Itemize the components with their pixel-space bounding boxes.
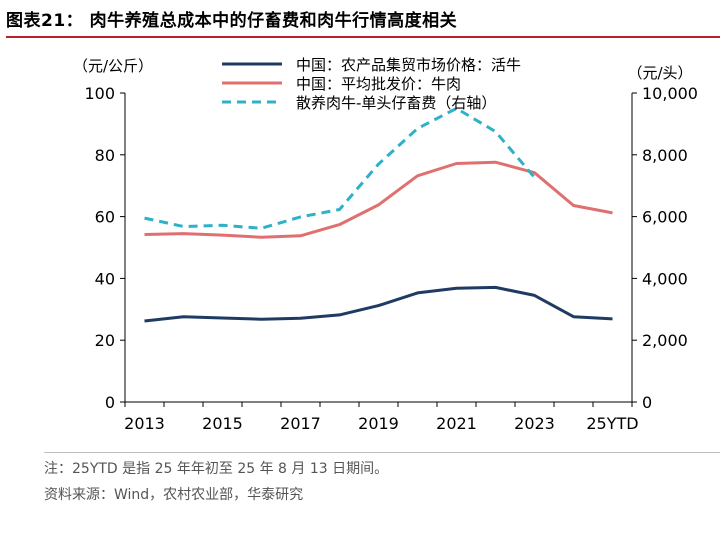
x-tick-label: 2017 <box>280 414 321 433</box>
right-tick-label: 4,000 <box>642 269 688 288</box>
left-tick-label: 60 <box>95 208 115 227</box>
chart-note: 注：25YTD 是指 25 年年初至 25 年 8 月 13 日期间。 <box>44 461 389 477</box>
chart-title: 图表21： 肉牛养殖总成本中的仔畜费和肉牛行情高度相关 <box>6 11 458 31</box>
series-line-1 <box>144 285 613 323</box>
chart-source: 资料来源：Wind，农村农业部，华泰研究 <box>44 487 304 503</box>
left-axis-unit: （元/公斤） <box>73 57 153 75</box>
series-lines <box>144 106 613 323</box>
x-tick-label: 25YTD <box>586 414 638 433</box>
title-rule <box>6 36 720 38</box>
left-tick-label: 80 <box>95 146 115 165</box>
legend-label-2: 中国：平均批发价：牛肉 <box>296 75 461 93</box>
legend-label-3: 散养肉牛-单头仔畜费（右轴） <box>296 94 496 112</box>
x-tick-label: 2013 <box>124 414 165 433</box>
right-tick-label: 2,000 <box>642 331 688 350</box>
x-tick-label: 2023 <box>514 414 555 433</box>
right-tick-label: 0 <box>642 393 652 412</box>
legend-label-1: 中国：农产品集贸市场价格：活牛 <box>296 56 521 74</box>
left-tick-label: 40 <box>95 269 115 288</box>
axes: 0 20 40 60 80 100 0 2,000 4,000 6,000 8,000 10,000 2… <box>73 57 698 433</box>
right-tick-label: 8,000 <box>642 146 688 165</box>
x-tick-label: 2021 <box>436 414 477 433</box>
series-line-2 <box>144 160 613 239</box>
chart: 0 20 40 60 80 100 0 2,000 4,000 6,000 8,000 10,000 2… <box>73 56 698 433</box>
left-tick-label: 0 <box>105 393 115 412</box>
left-tick-label: 20 <box>95 331 115 350</box>
x-tick-label: 2019 <box>358 414 399 433</box>
footer-rule <box>44 452 720 453</box>
x-tick-label: 2015 <box>202 414 243 433</box>
left-tick-label: 100 <box>84 84 115 103</box>
series-line-3 <box>144 106 536 230</box>
right-tick-label: 10,000 <box>642 84 698 103</box>
right-tick-label: 6,000 <box>642 208 688 227</box>
right-axis-unit: （元/头） <box>627 64 692 82</box>
